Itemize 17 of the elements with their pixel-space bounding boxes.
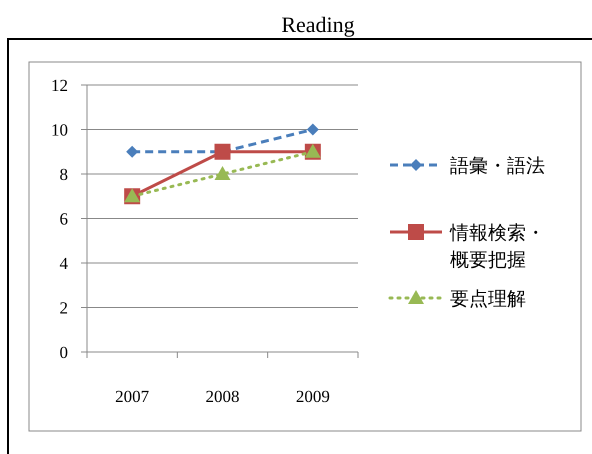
point	[306, 124, 319, 136]
legend-label: 要点理解	[450, 288, 526, 310]
chart-title: Reading	[281, 12, 355, 37]
legend-label: 語彙・語法	[450, 155, 545, 177]
x-tick-label: 2007	[115, 387, 150, 406]
y-tick-label: 12	[51, 76, 68, 95]
y-tick-label: 4	[60, 254, 68, 273]
y-tick-label: 8	[60, 165, 68, 184]
y-tick-label: 10	[51, 120, 68, 140]
legend-label: 情報検索・概要把握	[449, 222, 545, 271]
point	[214, 166, 230, 180]
point	[126, 146, 138, 158]
y-tick-label: 0	[60, 343, 68, 362]
y-tick-label: 6	[60, 210, 68, 228]
x-tick-label: 2009	[296, 387, 330, 406]
x-tick-label: 2008	[206, 387, 240, 406]
y-tick-label: 2	[60, 298, 68, 318]
